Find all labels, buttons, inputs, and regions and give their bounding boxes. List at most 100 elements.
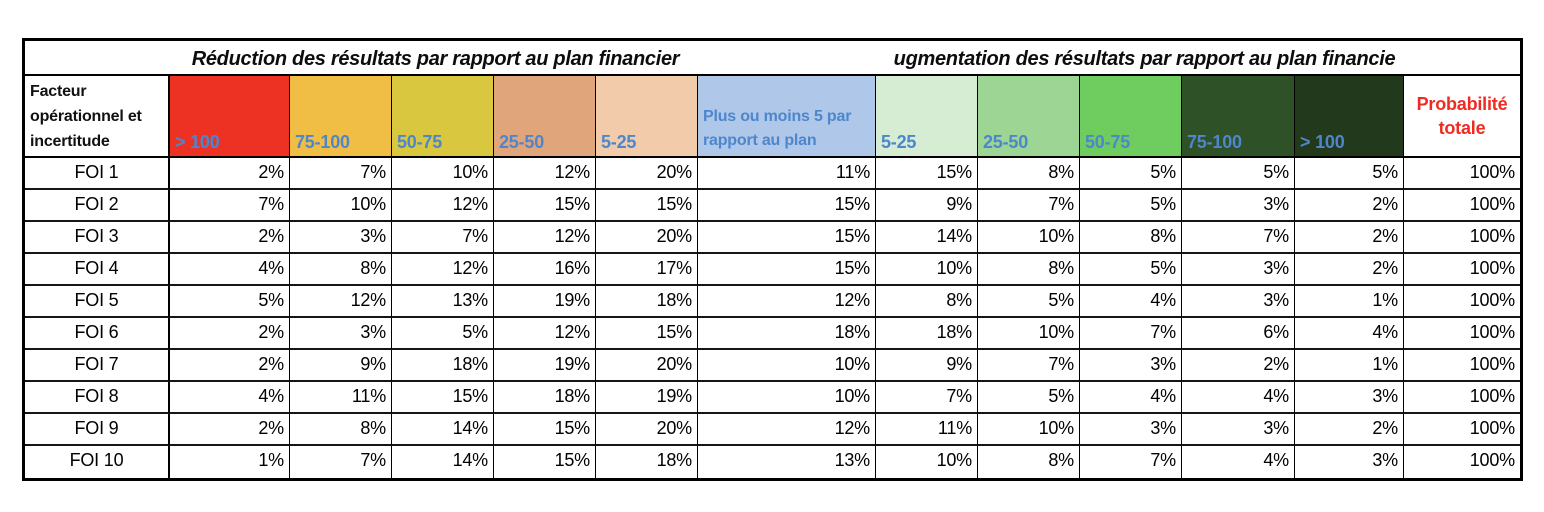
row-label[interactable]: FOI 9 [25,414,170,446]
range-header-cell[interactable]: 5-25 [876,76,978,158]
data-cell[interactable]: 13% [392,286,494,318]
data-cell[interactable]: 2% [170,414,290,446]
title-augmentation[interactable]: ugmentation des résultats par rapport au… [893,48,1396,70]
data-cell[interactable]: 1% [1295,350,1404,382]
data-cell[interactable]: 18% [698,318,876,350]
data-cell[interactable]: 5% [1080,158,1182,190]
data-cell[interactable]: 3% [1182,286,1295,318]
data-cell[interactable]: 3% [290,318,392,350]
data-cell[interactable]: 20% [596,350,698,382]
corner-header-facteur[interactable]: Facteur opérationnel et incertitude [25,76,170,158]
row-label[interactable]: FOI 4 [25,254,170,286]
data-cell[interactable]: 8% [290,414,392,446]
data-cell[interactable]: 12% [494,318,596,350]
data-cell[interactable]: 4% [170,382,290,414]
total-cell[interactable]: 100% [1404,414,1520,446]
data-cell[interactable]: 3% [1295,382,1404,414]
data-cell[interactable]: 12% [698,286,876,318]
data-cell[interactable]: 1% [1295,286,1404,318]
data-cell[interactable]: 12% [392,190,494,222]
data-cell[interactable]: 8% [876,286,978,318]
range-header-cell[interactable]: 5-25 [596,76,698,158]
data-cell[interactable]: 7% [1080,318,1182,350]
data-cell[interactable]: 12% [494,158,596,190]
data-cell[interactable]: 15% [596,318,698,350]
data-cell[interactable]: 15% [698,254,876,286]
data-cell[interactable]: 2% [170,222,290,254]
data-cell[interactable]: 5% [1080,190,1182,222]
data-cell[interactable]: 17% [596,254,698,286]
data-cell[interactable]: 9% [876,190,978,222]
data-cell[interactable]: 8% [1080,222,1182,254]
row-label[interactable]: FOI 1 [25,158,170,190]
data-cell[interactable]: 8% [978,446,1080,478]
data-cell[interactable]: 4% [1182,382,1295,414]
data-cell[interactable]: 2% [170,350,290,382]
data-cell[interactable]: 12% [698,414,876,446]
data-cell[interactable]: 11% [698,158,876,190]
data-cell[interactable]: 5% [1182,158,1295,190]
data-cell[interactable]: 10% [876,446,978,478]
row-label[interactable]: FOI 8 [25,382,170,414]
data-cell[interactable]: 18% [596,446,698,478]
data-cell[interactable]: 14% [392,446,494,478]
data-cell[interactable]: 6% [1182,318,1295,350]
data-cell[interactable]: 1% [170,446,290,478]
data-cell[interactable]: 20% [596,222,698,254]
row-label[interactable]: FOI 3 [25,222,170,254]
total-probability-header[interactable]: Probabilité totale [1404,76,1520,158]
data-cell[interactable]: 15% [698,190,876,222]
range-header-cell[interactable]: 25-50 [494,76,596,158]
data-cell[interactable]: 15% [494,190,596,222]
data-cell[interactable]: 5% [392,318,494,350]
data-cell[interactable]: 12% [392,254,494,286]
range-header-cell[interactable]: 50-75 [392,76,494,158]
data-cell[interactable]: 5% [978,286,1080,318]
data-cell[interactable]: 15% [698,222,876,254]
data-cell[interactable]: 7% [170,190,290,222]
data-cell[interactable]: 2% [1295,254,1404,286]
total-cell[interactable]: 100% [1404,350,1520,382]
data-cell[interactable]: 7% [978,190,1080,222]
data-cell[interactable]: 5% [1295,158,1404,190]
data-cell[interactable]: 4% [1182,446,1295,478]
data-cell[interactable]: 18% [876,318,978,350]
data-cell[interactable]: 16% [494,254,596,286]
data-cell[interactable]: 14% [392,414,494,446]
data-cell[interactable]: 3% [1182,414,1295,446]
data-cell[interactable]: 10% [978,414,1080,446]
data-cell[interactable]: 2% [1295,222,1404,254]
data-cell[interactable]: 3% [1182,190,1295,222]
data-cell[interactable]: 10% [290,190,392,222]
data-cell[interactable]: 7% [1080,446,1182,478]
data-cell[interactable]: 18% [392,350,494,382]
data-cell[interactable]: 4% [170,254,290,286]
data-cell[interactable]: 7% [876,382,978,414]
data-cell[interactable]: 2% [1295,190,1404,222]
data-cell[interactable]: 2% [1295,414,1404,446]
data-cell[interactable]: 10% [392,158,494,190]
data-cell[interactable]: 5% [170,286,290,318]
data-cell[interactable]: 19% [494,286,596,318]
data-cell[interactable]: 7% [290,158,392,190]
data-cell[interactable]: 14% [876,222,978,254]
data-cell[interactable]: 7% [392,222,494,254]
data-cell[interactable]: 8% [978,254,1080,286]
data-cell[interactable]: 15% [494,446,596,478]
total-cell[interactable]: 100% [1404,318,1520,350]
data-cell[interactable]: 12% [290,286,392,318]
data-cell[interactable]: 15% [876,158,978,190]
data-cell[interactable]: 20% [596,414,698,446]
data-cell[interactable]: 9% [290,350,392,382]
data-cell[interactable]: 10% [978,318,1080,350]
data-cell[interactable]: 10% [698,382,876,414]
data-cell[interactable]: 7% [290,446,392,478]
data-cell[interactable]: 4% [1080,382,1182,414]
range-header-cell[interactable]: > 100 [170,76,290,158]
data-cell[interactable]: 10% [978,222,1080,254]
data-cell[interactable]: 7% [978,350,1080,382]
range-header-cell[interactable]: 50-75 [1080,76,1182,158]
row-label[interactable]: FOI 5 [25,286,170,318]
data-cell[interactable]: 2% [1182,350,1295,382]
row-label[interactable]: FOI 10 [25,446,170,478]
